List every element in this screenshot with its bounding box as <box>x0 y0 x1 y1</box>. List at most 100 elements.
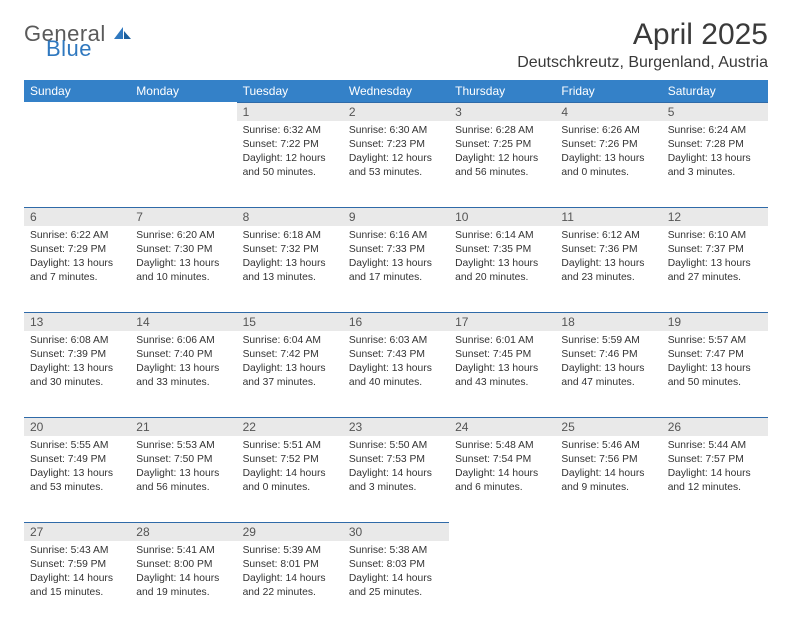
daynum-cell: 4 <box>555 102 661 121</box>
day-number: 27 <box>24 522 130 541</box>
day-number: 16 <box>343 312 449 331</box>
sunset-text: Sunset: 7:42 PM <box>243 348 337 362</box>
day-number: 14 <box>130 312 236 331</box>
day-number: 7 <box>130 207 236 226</box>
sunset-text: Sunset: 7:28 PM <box>668 138 762 152</box>
daynum-cell: 9 <box>343 207 449 226</box>
sunset-text: Sunset: 7:59 PM <box>30 558 124 572</box>
day-number: 26 <box>662 417 768 436</box>
daynum-cell: 24 <box>449 417 555 436</box>
day-cell: Sunrise: 5:59 AMSunset: 7:46 PMDaylight:… <box>555 331 661 417</box>
sunrise-text: Sunrise: 6:06 AM <box>136 334 230 348</box>
daylight-text: Daylight: 13 hours and 27 minutes. <box>668 257 762 285</box>
day-number: 8 <box>237 207 343 226</box>
sunrise-text: Sunrise: 6:28 AM <box>455 124 549 138</box>
daynum-cell <box>449 522 555 541</box>
sunset-text: Sunset: 7:37 PM <box>668 243 762 257</box>
sunrise-text: Sunrise: 5:55 AM <box>30 439 124 453</box>
day-details: Sunrise: 6:10 AMSunset: 7:37 PMDaylight:… <box>662 226 768 291</box>
sunrise-text: Sunrise: 6:14 AM <box>455 229 549 243</box>
sunrise-text: Sunrise: 5:39 AM <box>243 544 337 558</box>
sunset-text: Sunset: 7:25 PM <box>455 138 549 152</box>
daylight-text: Daylight: 13 hours and 56 minutes. <box>136 467 230 495</box>
day-details: Sunrise: 6:32 AMSunset: 7:22 PMDaylight:… <box>237 121 343 186</box>
day-number: 19 <box>662 312 768 331</box>
daynum-cell: 3 <box>449 102 555 121</box>
header: General Blue April 2025 Deutschkreutz, B… <box>24 18 768 72</box>
daylight-text: Daylight: 13 hours and 47 minutes. <box>561 362 655 390</box>
sunrise-text: Sunrise: 5:57 AM <box>668 334 762 348</box>
day-details: Sunrise: 6:12 AMSunset: 7:36 PMDaylight:… <box>555 226 661 291</box>
daylight-text: Daylight: 13 hours and 17 minutes. <box>349 257 443 285</box>
day-cell: Sunrise: 6:20 AMSunset: 7:30 PMDaylight:… <box>130 226 236 312</box>
daylight-text: Daylight: 14 hours and 3 minutes. <box>349 467 443 495</box>
day-details: Sunrise: 6:08 AMSunset: 7:39 PMDaylight:… <box>24 331 130 396</box>
daynum-cell: 11 <box>555 207 661 226</box>
daynum-cell: 8 <box>237 207 343 226</box>
sunrise-text: Sunrise: 5:50 AM <box>349 439 443 453</box>
day-number: 11 <box>555 207 661 226</box>
daynum-cell: 14 <box>130 312 236 331</box>
daylight-text: Daylight: 14 hours and 25 minutes. <box>349 572 443 600</box>
day-cell: Sunrise: 5:41 AMSunset: 8:00 PMDaylight:… <box>130 541 236 627</box>
weekday-header: Saturday <box>662 80 768 102</box>
sunset-text: Sunset: 7:46 PM <box>561 348 655 362</box>
day-cell <box>24 121 130 207</box>
day-content-row: Sunrise: 5:55 AMSunset: 7:49 PMDaylight:… <box>24 436 768 522</box>
day-cell: Sunrise: 6:26 AMSunset: 7:26 PMDaylight:… <box>555 121 661 207</box>
day-cell: Sunrise: 6:22 AMSunset: 7:29 PMDaylight:… <box>24 226 130 312</box>
daynum-cell: 29 <box>237 522 343 541</box>
day-cell: Sunrise: 6:14 AMSunset: 7:35 PMDaylight:… <box>449 226 555 312</box>
sunset-text: Sunset: 7:52 PM <box>243 453 337 467</box>
day-number: 13 <box>24 312 130 331</box>
day-content-row: Sunrise: 6:32 AMSunset: 7:22 PMDaylight:… <box>24 121 768 207</box>
sunset-text: Sunset: 7:35 PM <box>455 243 549 257</box>
daylight-text: Daylight: 13 hours and 3 minutes. <box>668 152 762 180</box>
daylight-text: Daylight: 14 hours and 0 minutes. <box>243 467 337 495</box>
daynum-cell: 10 <box>449 207 555 226</box>
sunset-text: Sunset: 7:23 PM <box>349 138 443 152</box>
day-details: Sunrise: 6:28 AMSunset: 7:25 PMDaylight:… <box>449 121 555 186</box>
day-details: Sunrise: 5:59 AMSunset: 7:46 PMDaylight:… <box>555 331 661 396</box>
day-number: 12 <box>662 207 768 226</box>
sunrise-text: Sunrise: 6:08 AM <box>30 334 124 348</box>
daynum-cell: 15 <box>237 312 343 331</box>
day-cell <box>130 121 236 207</box>
day-details: Sunrise: 5:44 AMSunset: 7:57 PMDaylight:… <box>662 436 768 501</box>
day-details: Sunrise: 6:03 AMSunset: 7:43 PMDaylight:… <box>343 331 449 396</box>
daylight-text: Daylight: 14 hours and 6 minutes. <box>455 467 549 495</box>
day-cell: Sunrise: 5:43 AMSunset: 7:59 PMDaylight:… <box>24 541 130 627</box>
daynum-cell: 26 <box>662 417 768 436</box>
day-cell: Sunrise: 5:44 AMSunset: 7:57 PMDaylight:… <box>662 436 768 522</box>
sunset-text: Sunset: 8:00 PM <box>136 558 230 572</box>
daylight-text: Daylight: 13 hours and 7 minutes. <box>30 257 124 285</box>
day-cell: Sunrise: 5:51 AMSunset: 7:52 PMDaylight:… <box>237 436 343 522</box>
day-number: 25 <box>555 417 661 436</box>
day-cell: Sunrise: 5:57 AMSunset: 7:47 PMDaylight:… <box>662 331 768 417</box>
day-details: Sunrise: 5:57 AMSunset: 7:47 PMDaylight:… <box>662 331 768 396</box>
day-cell: Sunrise: 6:01 AMSunset: 7:45 PMDaylight:… <box>449 331 555 417</box>
day-details: Sunrise: 5:53 AMSunset: 7:50 PMDaylight:… <box>130 436 236 501</box>
daynum-row: 13141516171819 <box>24 312 768 331</box>
day-number: 20 <box>24 417 130 436</box>
daynum-cell: 27 <box>24 522 130 541</box>
day-cell: Sunrise: 5:50 AMSunset: 7:53 PMDaylight:… <box>343 436 449 522</box>
day-details: Sunrise: 6:14 AMSunset: 7:35 PMDaylight:… <box>449 226 555 291</box>
day-details: Sunrise: 6:20 AMSunset: 7:30 PMDaylight:… <box>130 226 236 291</box>
sunset-text: Sunset: 7:47 PM <box>668 348 762 362</box>
calendar-page: General Blue April 2025 Deutschkreutz, B… <box>0 0 792 612</box>
sunset-text: Sunset: 7:43 PM <box>349 348 443 362</box>
daynum-cell: 20 <box>24 417 130 436</box>
daynum-cell: 19 <box>662 312 768 331</box>
daylight-text: Daylight: 13 hours and 0 minutes. <box>561 152 655 180</box>
day-cell: Sunrise: 5:53 AMSunset: 7:50 PMDaylight:… <box>130 436 236 522</box>
daynum-cell: 18 <box>555 312 661 331</box>
daynum-cell: 1 <box>237 102 343 121</box>
daynum-cell: 25 <box>555 417 661 436</box>
day-number: 9 <box>343 207 449 226</box>
day-number: 10 <box>449 207 555 226</box>
sunrise-text: Sunrise: 6:16 AM <box>349 229 443 243</box>
day-number: 18 <box>555 312 661 331</box>
daynum-cell: 17 <box>449 312 555 331</box>
sunset-text: Sunset: 8:03 PM <box>349 558 443 572</box>
